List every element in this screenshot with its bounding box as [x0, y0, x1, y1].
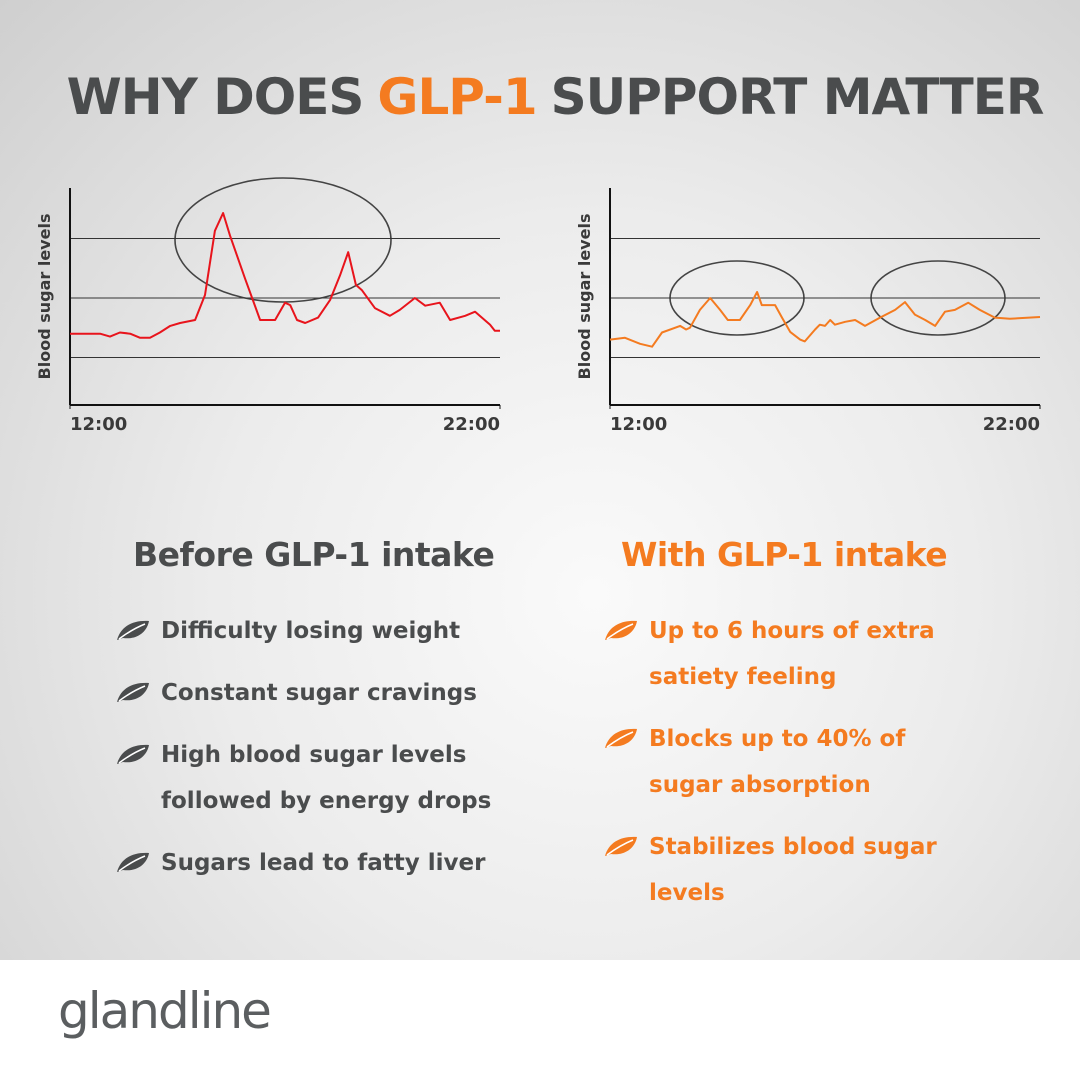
with-column: With GLP-1 intake Up to 6 hours of extra…	[603, 535, 973, 932]
leaf-icon	[117, 744, 149, 764]
item-list: Up to 6 hours of extra satiety feeling Bl…	[603, 608, 973, 916]
item-list: Difficulty losing weight Constant sugar c…	[115, 608, 515, 886]
leaf-icon	[605, 620, 637, 640]
list-item: Sugars lead to fatty liver	[115, 840, 515, 886]
leaf-icon	[117, 852, 149, 872]
list-item: Stabilizes blood sugar levels	[603, 824, 973, 916]
before-column: Before GLP-1 intake Difficulty losing we…	[115, 535, 515, 902]
item-text: Stabilizes blood sugar levels	[649, 834, 937, 906]
item-text: Blocks up to 40% of sugar absorption	[649, 726, 906, 798]
leaf-icon	[605, 836, 637, 856]
list-item: Constant sugar cravings	[115, 670, 515, 716]
leaf-icon	[605, 728, 637, 748]
item-text: Constant sugar cravings	[161, 680, 477, 706]
x-tick-label: 12:00	[70, 414, 127, 435]
brand-logo: glandline	[58, 982, 272, 1040]
item-text: Up to 6 hours of extra satiety feeling	[649, 618, 935, 690]
list-item: Up to 6 hours of extra satiety feeling	[603, 608, 973, 700]
list-item: Blocks up to 40% of sugar absorption	[603, 716, 973, 808]
title-highlight: GLP-1	[377, 68, 537, 126]
charts: Blood sugar levels 12:00 22:00 Blood sugar …	[35, 177, 1041, 435]
item-text: Sugars lead to fatty liver	[161, 850, 486, 876]
footer: glandline	[0, 960, 1080, 1080]
leaf-icon	[117, 620, 149, 640]
x-tick-label: 22:00	[983, 414, 1040, 435]
y-axis-label: Blood sugar levels	[35, 214, 54, 380]
item-text: Difficulty losing weight	[161, 618, 461, 644]
list-item: High blood sugar levels followed by ener…	[115, 732, 515, 824]
column-heading: With GLP-1 intake	[621, 535, 948, 574]
title: WHY DOES GLP-1 SUPPORT MATTER	[0, 68, 1080, 126]
column-heading: Before GLP-1 intake	[133, 535, 495, 574]
x-tick-label: 22:00	[443, 414, 500, 435]
item-text: High blood sugar levels followed by ener…	[161, 742, 492, 814]
highlight-ellipse	[174, 177, 392, 303]
y-axis-label: Blood sugar levels	[575, 214, 594, 380]
data-line	[609, 291, 1041, 348]
leaf-icon	[117, 682, 149, 702]
x-tick-label: 12:00	[610, 414, 667, 435]
title-part: SUPPORT MATTER	[550, 68, 1045, 126]
title-part: WHY DOES	[66, 68, 365, 126]
data-line	[70, 212, 500, 339]
list-item: Difficulty losing weight	[115, 608, 515, 654]
